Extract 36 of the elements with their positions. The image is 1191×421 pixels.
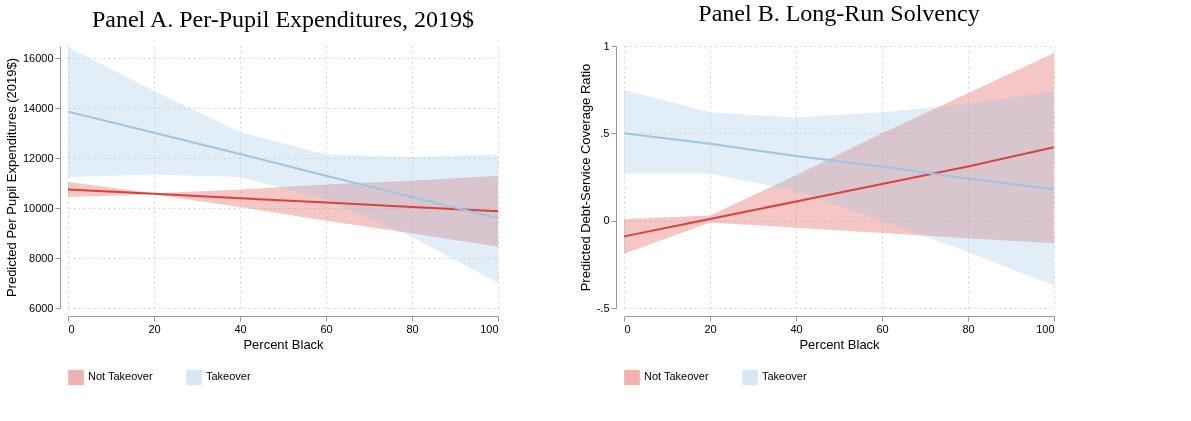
y-tick-label: 14000: [22, 101, 54, 114]
y-tick-label: 16000: [22, 51, 54, 64]
x-tick-label: 0: [624, 322, 631, 335]
y-tick-label: 8000: [29, 251, 54, 264]
y-tick-label: 0: [603, 214, 610, 227]
y-tick-label: -.5: [596, 301, 610, 314]
line-series: [67, 188, 499, 213]
x-axis-title: Percent Black: [243, 336, 325, 352]
x-tick-label: 60: [876, 322, 889, 335]
y-axis-title: Predicted Debt-Service Coverage Ratio: [577, 63, 593, 292]
y-tick-label: 12000: [22, 151, 54, 164]
x-tick-label: 20: [704, 322, 717, 335]
x-axis-title: Percent Black: [799, 336, 881, 352]
x-tick-label: 40: [234, 322, 247, 335]
chart-title: Panel B. Long-Run Solvency: [698, 0, 980, 26]
line-series: [67, 110, 499, 220]
legend-label: Not Takeover: [88, 370, 153, 383]
x-tick-label: 100: [1036, 322, 1055, 335]
y-axis-title: Predicted Per Pupil Expenditures (2019$): [3, 57, 19, 298]
x-tick-label: 40: [790, 322, 803, 335]
x-tick-label: 0: [68, 322, 75, 335]
line-series: [623, 146, 1055, 238]
chart-title: Panel A. Per-Pupil Expenditures, 2019$: [91, 6, 475, 32]
x-tick-label: 100: [480, 322, 499, 335]
y-tick-label: 6000: [29, 301, 54, 314]
y-tick-label: .5: [600, 126, 610, 139]
y-tick-label: 10000: [22, 201, 54, 214]
x-tick-label: 20: [148, 322, 161, 335]
x-tick-label: 80: [962, 322, 975, 335]
legend-label: Takeover: [762, 370, 807, 383]
x-tick-label: 80: [406, 322, 419, 335]
y-tick-label: 1: [603, 39, 610, 52]
legend-label: Not Takeover: [644, 370, 709, 383]
line-series: [623, 132, 1055, 191]
x-tick-label: 60: [320, 322, 333, 335]
legend-label: Takeover: [206, 370, 251, 383]
